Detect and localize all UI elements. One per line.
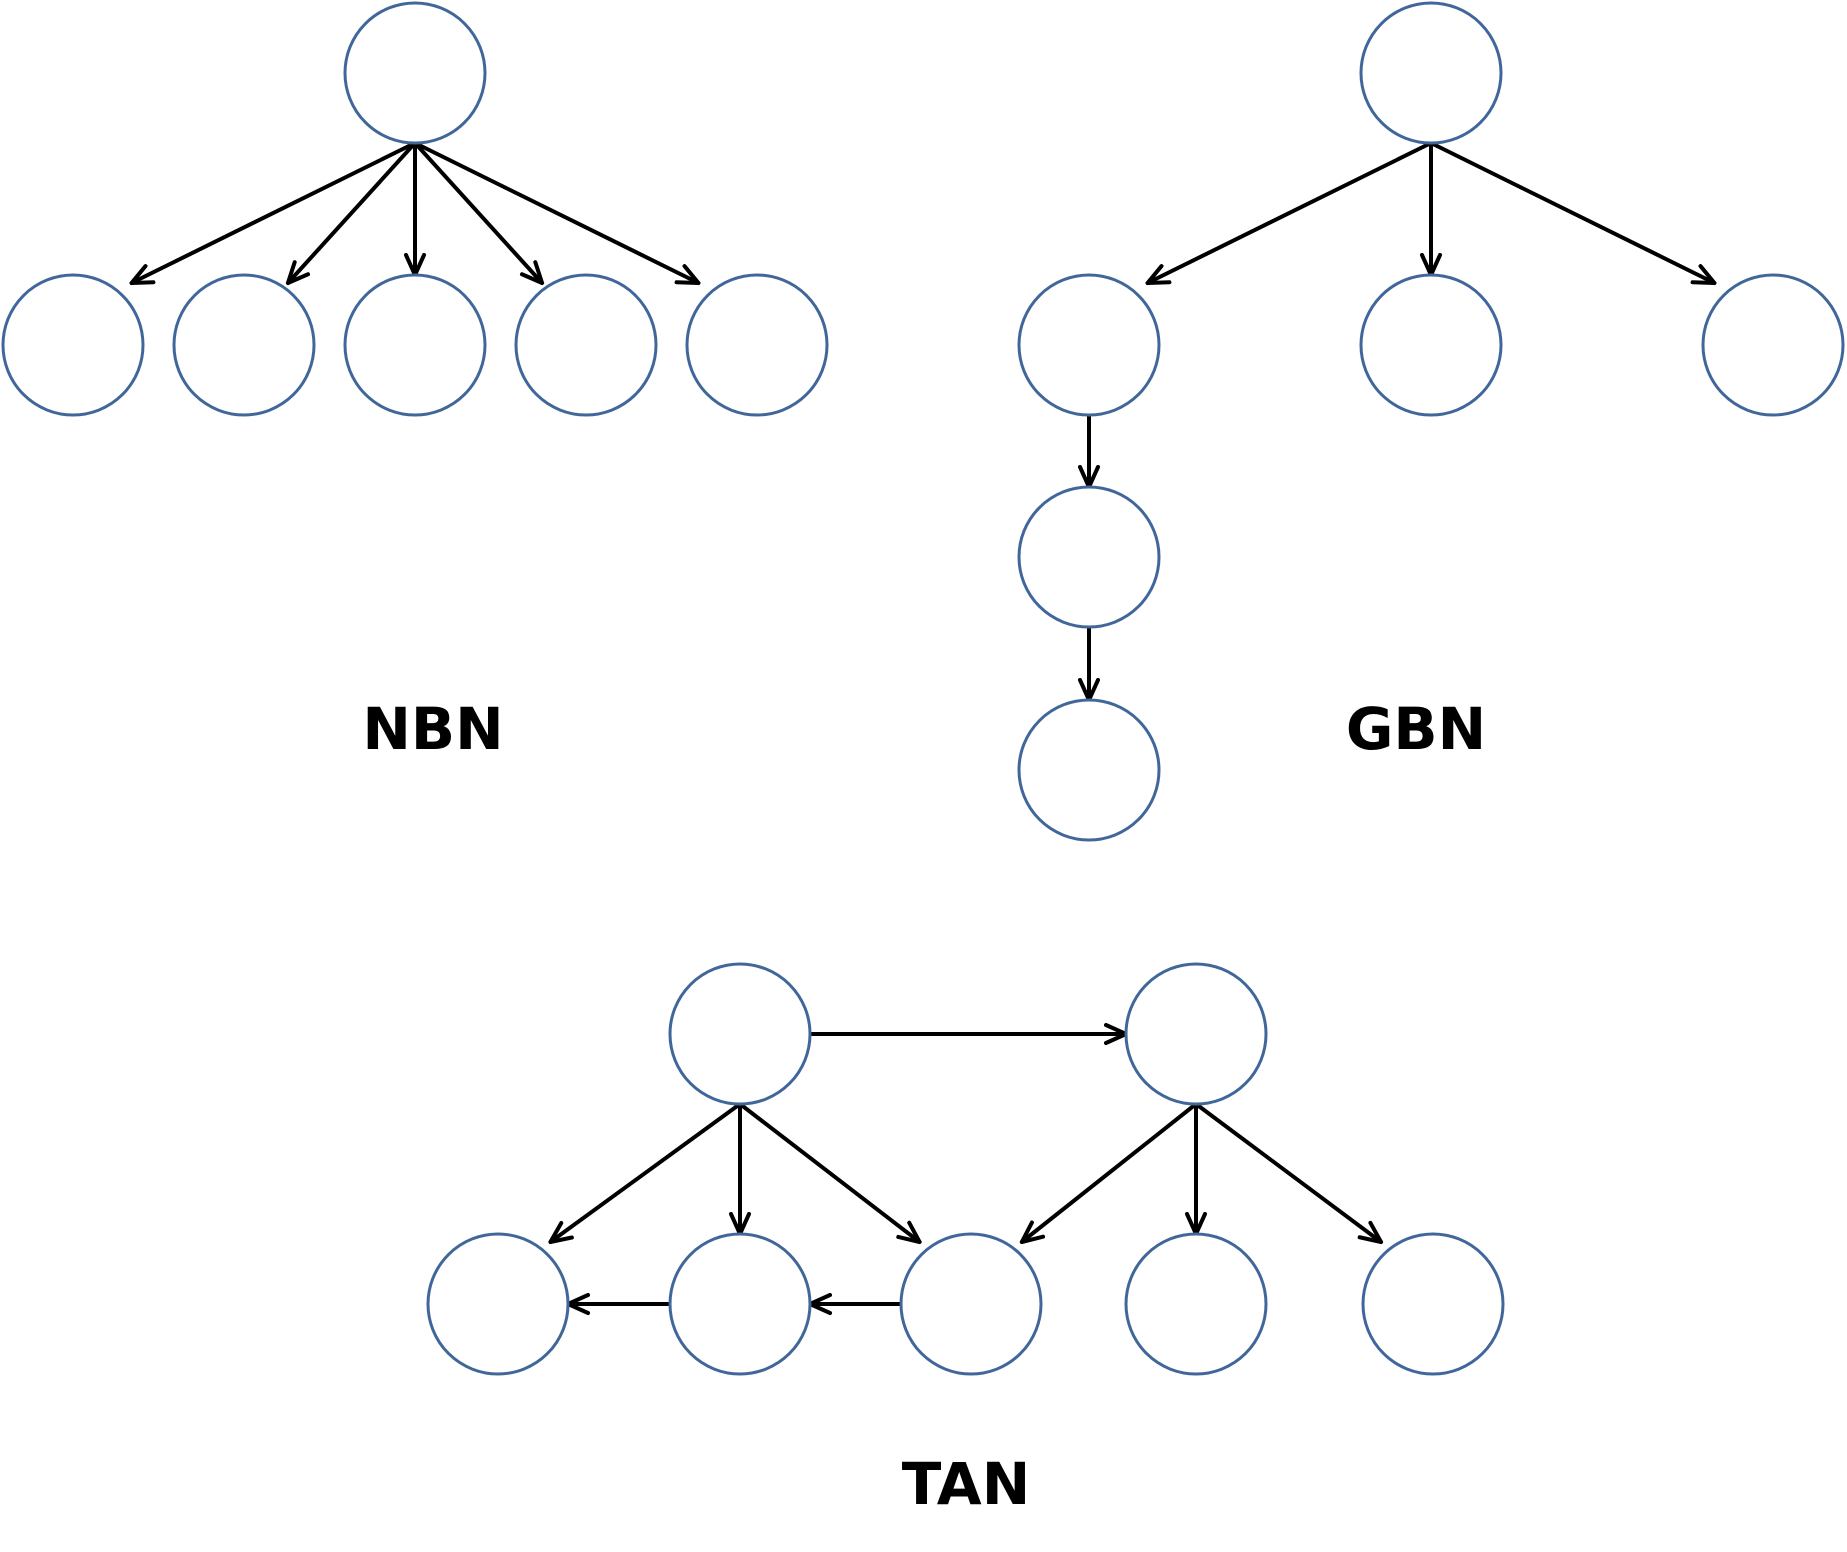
gbn-edges: [1078, 141, 1717, 702]
tan-node-p1: [668, 962, 812, 1106]
tan-node-b2: [668, 1232, 812, 1376]
gbn-node-d2: [1017, 698, 1161, 842]
nbn-node-c2: [172, 273, 316, 417]
gbn-edge-root-to-c3: [1429, 141, 1717, 285]
panel-tan: TAN: [426, 962, 1505, 1518]
tan-edge-p2-to-b5: [1194, 1102, 1384, 1244]
gbn-label: GBN: [1346, 695, 1486, 763]
tan-edges: [548, 1023, 1384, 1315]
tan-node-b5: [1361, 1232, 1505, 1376]
gbn-nodes: [1017, 1, 1845, 842]
nbn-label: NBN: [362, 695, 503, 763]
tan-edge-p1-to-b3: [738, 1102, 922, 1244]
nbn-edge-root-to-c4: [413, 141, 545, 285]
gbn-node-c2: [1359, 273, 1503, 417]
tan-node-p2: [1124, 962, 1268, 1106]
nbn-nodes: [1, 1, 829, 417]
nbn-node-c5: [685, 273, 829, 417]
gbn-node-d1: [1017, 485, 1161, 629]
tan-edge-p2-to-b3: [1019, 1102, 1198, 1244]
gbn-node-c1: [1017, 273, 1161, 417]
panel-gbn: GBN: [1017, 1, 1845, 842]
nbn-edge-root-to-c2: [285, 141, 417, 285]
nbn-edges: [129, 141, 701, 285]
nbn-node-root: [343, 1, 487, 145]
tan-nodes: [426, 962, 1505, 1376]
nbn-node-c1: [1, 273, 145, 417]
gbn-node-root: [1359, 1, 1503, 145]
tan-edge-p1-to-b1: [548, 1102, 742, 1244]
nbn-edge-root-to-c1: [129, 141, 417, 285]
nbn-node-c4: [514, 273, 658, 417]
tan-node-b4: [1124, 1232, 1268, 1376]
tan-label: TAN: [902, 1450, 1031, 1518]
nbn-node-c3: [343, 273, 487, 417]
gbn-node-c3: [1701, 273, 1845, 417]
tan-node-b3: [899, 1232, 1043, 1376]
panel-nbn: NBN: [1, 1, 829, 763]
gbn-edge-root-to-c1: [1145, 141, 1433, 285]
tan-node-b1: [426, 1232, 570, 1376]
nbn-edge-root-to-c5: [413, 141, 701, 285]
